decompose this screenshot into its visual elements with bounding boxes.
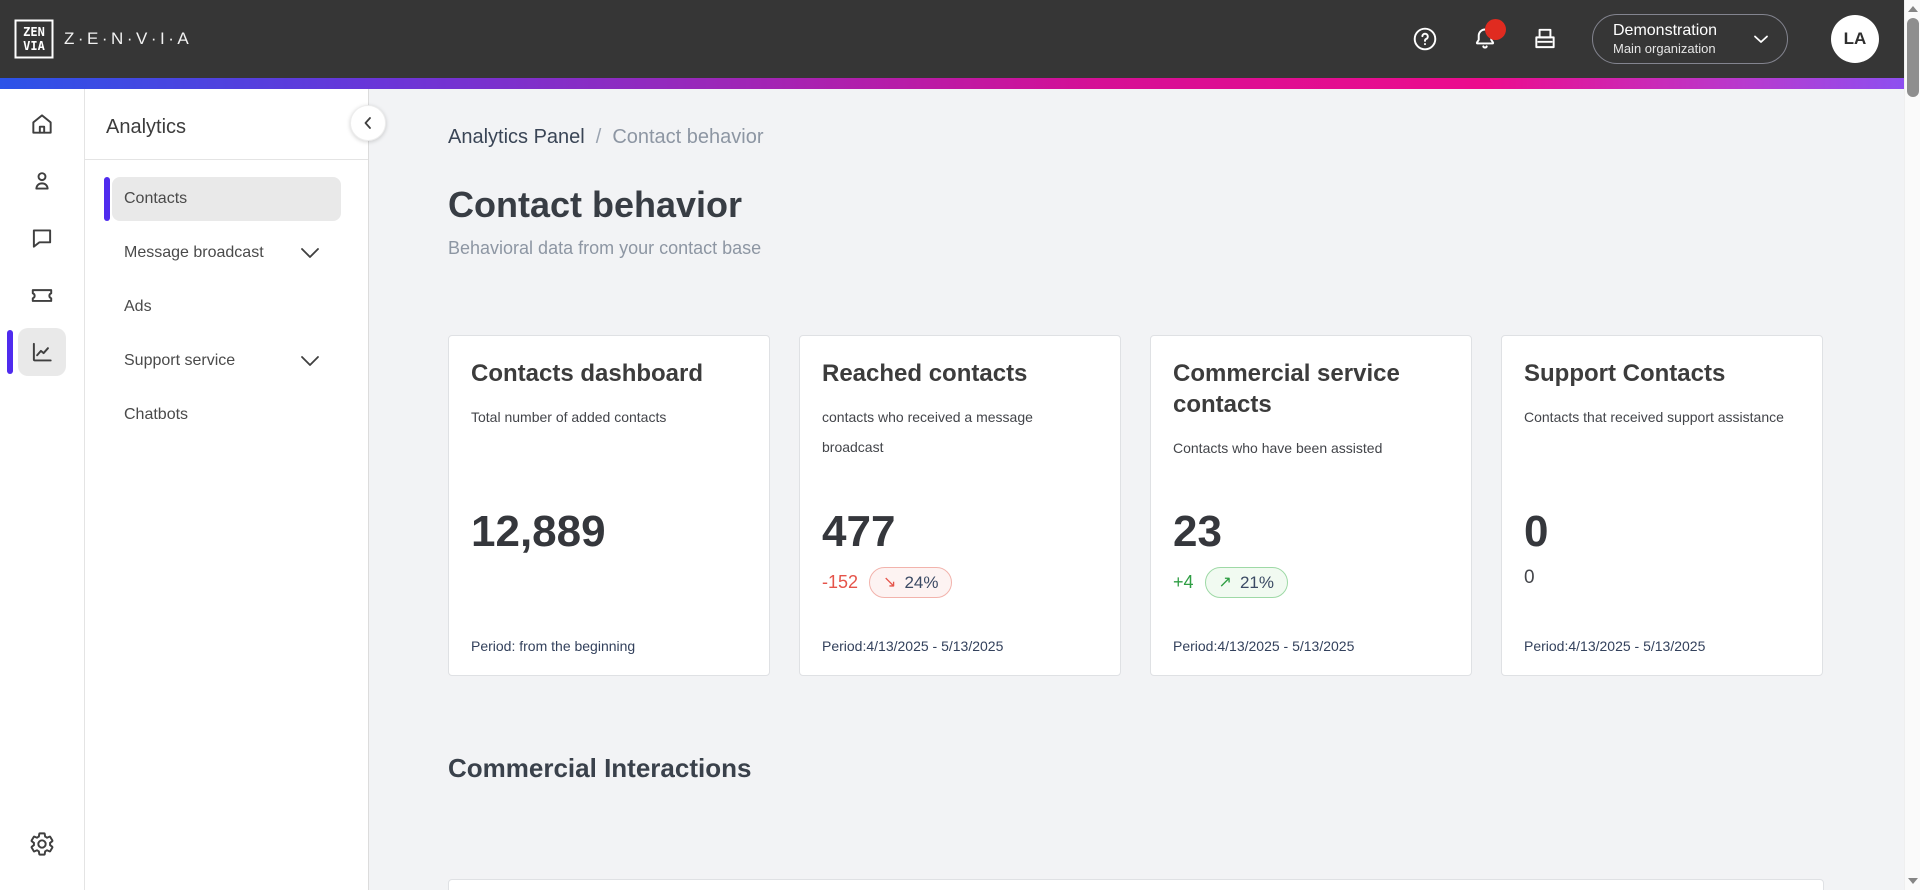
settings-gear-icon[interactable] bbox=[18, 820, 66, 868]
logo-glyph-top: ZEN bbox=[23, 25, 45, 39]
logo-glyph-bottom: VIA bbox=[23, 39, 45, 53]
commercial-interactions-card bbox=[448, 879, 1824, 890]
sidebar-divider bbox=[85, 159, 368, 160]
scrollbar-thumb[interactable] bbox=[1907, 18, 1919, 97]
rail-analytics-icon[interactable] bbox=[7, 328, 66, 376]
scrollbar-up-arrow-icon[interactable] bbox=[1907, 6, 1918, 12]
trend-badge: ↘ 24% bbox=[869, 567, 953, 598]
card-contacts-dashboard: Contacts dashboard Total number of added… bbox=[448, 335, 770, 676]
user-avatar[interactable]: LA bbox=[1831, 15, 1879, 63]
card-value: 477 bbox=[822, 507, 896, 556]
analytics-sidebar: Analytics Contacts Message broadcast Ads… bbox=[85, 89, 386, 890]
card-delta-row: 0 bbox=[1524, 567, 1535, 589]
chevron-down-icon bbox=[301, 248, 319, 258]
card-description: Contacts that received support assistanc… bbox=[1524, 409, 1784, 425]
notifications-bell-icon[interactable] bbox=[1472, 19, 1506, 52]
sidebar-item-chatbots[interactable]: Chatbots bbox=[124, 406, 189, 423]
active-rail-indicator bbox=[7, 330, 13, 374]
card-title: Support Contacts bbox=[1524, 360, 1726, 387]
page-subtitle: Behavioral data from your contact base bbox=[448, 238, 762, 258]
chevron-down-icon bbox=[301, 356, 319, 366]
stat-cards-row: Contacts dashboard Total number of added… bbox=[448, 335, 1824, 676]
card-period: Period: from the beginning bbox=[471, 638, 636, 654]
printer-icon[interactable] bbox=[1532, 26, 1558, 52]
card-period: Period:4/13/2025 - 5/13/2025 bbox=[1173, 638, 1355, 654]
top-header: ZEN VIA Z·E·N·V·I·A bbox=[0, 0, 1904, 78]
card-commercial-service-contacts: Commercial service contacts Contacts who… bbox=[1150, 335, 1472, 676]
help-icon[interactable] bbox=[1412, 26, 1438, 52]
chevron-left-icon bbox=[364, 117, 371, 129]
card-title: Contacts dashboard bbox=[471, 360, 704, 387]
delta-percent: 24% bbox=[904, 572, 939, 592]
rail-ticket-icon[interactable] bbox=[18, 271, 66, 319]
breadcrumb-analytics-panel[interactable]: Analytics Panel bbox=[448, 126, 585, 148]
sidebar-collapse-button[interactable] bbox=[350, 105, 386, 141]
card-delta-row: +4 ↗ 21% bbox=[1173, 567, 1288, 598]
page-title: Contact behavior bbox=[448, 184, 743, 225]
trend-up-icon: ↗ bbox=[1218, 573, 1232, 591]
scrollbar[interactable] bbox=[1904, 0, 1920, 890]
organization-selector[interactable]: Demonstration Main organization bbox=[1592, 14, 1788, 64]
card-description: contacts who received a message broadcas… bbox=[822, 409, 1033, 455]
card-period: Period:4/13/2025 - 5/13/2025 bbox=[822, 638, 1004, 654]
delta-percent: 21% bbox=[1239, 572, 1274, 592]
organization-sub: Main organization bbox=[1613, 40, 1716, 56]
card-description: Total number of added contacts bbox=[471, 409, 667, 425]
trend-badge: ↗ 21% bbox=[1204, 567, 1288, 598]
rail-chat-icon[interactable] bbox=[18, 214, 66, 262]
breadcrumb-separator: / bbox=[595, 126, 602, 148]
chevron-down-icon bbox=[1754, 35, 1768, 43]
icon-rail bbox=[0, 89, 85, 890]
card-support-contacts: Support Contacts Contacts that received … bbox=[1501, 335, 1823, 676]
sidebar-item-message-broadcast[interactable]: Message broadcast bbox=[112, 231, 341, 275]
card-reached-contacts: Reached contacts contacts who received a… bbox=[799, 335, 1121, 676]
card-delta-row: -152 ↘ 24% bbox=[822, 567, 953, 598]
brand-wordmark: Z·E·N·V·I·A bbox=[64, 29, 193, 48]
organization-name: Demonstration bbox=[1613, 21, 1718, 39]
secondary-value: 0 bbox=[1524, 567, 1535, 588]
card-title: Commercial service contacts bbox=[1173, 360, 1400, 418]
main-content: Analytics Panel / Contact behavior Conta… bbox=[369, 89, 1904, 890]
section-title-commercial-interactions: Commercial Interactions bbox=[448, 753, 752, 783]
rail-contacts-icon[interactable] bbox=[18, 157, 66, 205]
card-value: 12,889 bbox=[471, 507, 606, 556]
scrollbar-down-arrow-icon[interactable] bbox=[1907, 878, 1918, 884]
zenvia-logo-icon[interactable]: ZEN VIA bbox=[14, 19, 54, 59]
delta-value: +4 bbox=[1173, 572, 1194, 592]
sidebar-title: Analytics bbox=[106, 116, 187, 138]
sidebar-item-contacts[interactable]: Contacts bbox=[104, 177, 341, 221]
card-period: Period:4/13/2025 - 5/13/2025 bbox=[1524, 638, 1706, 654]
trend-down-icon: ↘ bbox=[883, 573, 897, 591]
breadcrumb: Analytics Panel / Contact behavior bbox=[448, 125, 1824, 149]
card-value: 0 bbox=[1524, 507, 1549, 556]
notification-badge bbox=[1485, 19, 1506, 40]
card-value: 23 bbox=[1173, 507, 1222, 556]
breadcrumb-current: Contact behavior bbox=[612, 126, 764, 148]
sidebar-item-support-service[interactable]: Support service bbox=[112, 339, 341, 383]
card-description: Contacts who have been assisted bbox=[1173, 440, 1383, 456]
sidebar-item-ads[interactable]: Ads bbox=[124, 298, 152, 315]
card-title: Reached contacts bbox=[822, 360, 1028, 387]
delta-value: -152 bbox=[822, 572, 859, 592]
rail-home-icon[interactable] bbox=[18, 100, 66, 148]
brand-gradient-bar bbox=[0, 78, 1904, 89]
